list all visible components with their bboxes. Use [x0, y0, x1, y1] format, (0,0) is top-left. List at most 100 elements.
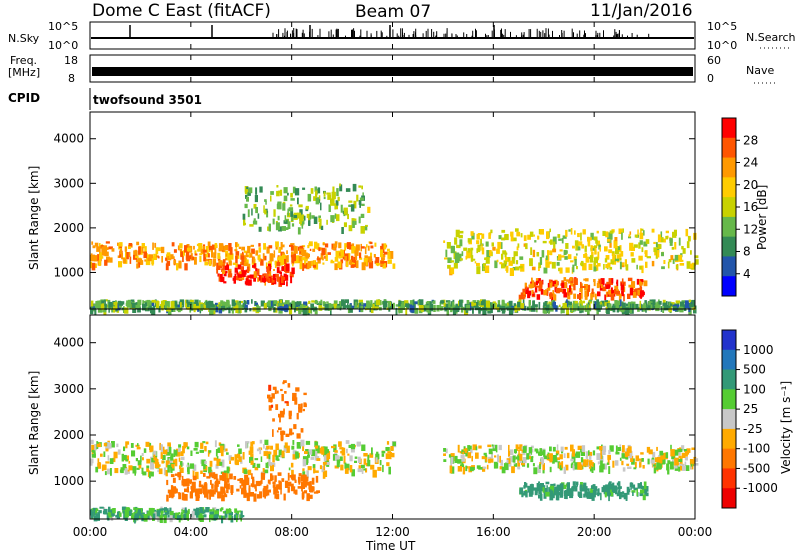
echo-cell [361, 302, 364, 305]
echo-cell [183, 494, 188, 501]
echo-cell [531, 289, 534, 294]
echo-cell [278, 247, 281, 253]
echo-cell [656, 446, 658, 451]
echo-cell [580, 450, 585, 456]
echo-cell [499, 455, 501, 463]
echo-cell [480, 301, 485, 306]
velocity-colorbar-tick-label: -500 [743, 461, 770, 475]
echo-cell [308, 449, 313, 453]
echo-cell [195, 451, 199, 454]
echo-cell [588, 488, 590, 492]
echo-cell [258, 226, 262, 232]
echo-cell [292, 263, 294, 267]
echo-cell [248, 187, 253, 194]
echo-cell [252, 462, 256, 468]
echo-cell [528, 488, 533, 497]
echo-cell [209, 511, 214, 515]
echo-cell [170, 301, 175, 309]
echo-cell [419, 299, 424, 305]
echo-cell [513, 254, 516, 260]
echo-cell [310, 188, 314, 194]
echo-cell [684, 300, 690, 309]
echo-cell [539, 448, 542, 456]
echo-cell [535, 280, 538, 285]
echo-cell [567, 280, 571, 284]
echo-cell [333, 243, 338, 248]
echo-cell [300, 220, 305, 225]
echo-cell [272, 484, 276, 488]
echo-cell [202, 487, 208, 495]
echo-cell [302, 468, 305, 472]
echo-cell [283, 187, 288, 194]
echo-cell [633, 487, 638, 491]
echo-cell [253, 204, 257, 209]
echo-cell [629, 306, 632, 314]
echo-cell [320, 202, 322, 211]
echo-cell [370, 245, 374, 249]
echo-cell [302, 408, 305, 412]
velocity-colorbar-swatch [722, 349, 736, 371]
y-tick-label: 4000 [53, 336, 84, 350]
echo-cell [644, 492, 649, 497]
echo-cell [638, 255, 643, 261]
echo-cell [170, 470, 173, 473]
echo-cell [382, 464, 384, 473]
echo-cell [392, 302, 395, 309]
freq-tick-bottom: 8 [68, 72, 75, 85]
echo-cell [295, 453, 299, 459]
echo-cell [262, 253, 265, 261]
echo-cell [354, 456, 358, 459]
echo-cell [576, 484, 578, 487]
echo-cell [274, 273, 279, 278]
echo-cell [655, 251, 658, 259]
echo-cell [682, 465, 686, 471]
echo-cell [142, 457, 144, 461]
echo-cell [671, 455, 676, 460]
echo-cell [374, 300, 377, 305]
echo-cell [266, 489, 271, 492]
echo-cell [445, 448, 448, 454]
echo-cell [388, 466, 391, 475]
echo-cell [168, 460, 170, 464]
echo-cell [348, 200, 353, 203]
echo-cell [343, 455, 346, 464]
echo-cell [462, 451, 465, 455]
echo-cell [190, 305, 195, 310]
echo-cell [285, 263, 290, 272]
echo-cell [531, 280, 535, 288]
echo-cell [90, 462, 93, 466]
echo-cell [321, 465, 325, 473]
echo-cell [529, 283, 533, 289]
echo-cell [539, 280, 543, 287]
echo-cell [657, 234, 661, 243]
echo-cell [629, 231, 632, 235]
echo-cell [137, 306, 141, 313]
echo-cell [172, 459, 177, 465]
echo-cell [163, 507, 167, 510]
echo-cell [249, 224, 254, 227]
echo-cell [104, 259, 108, 266]
echo-cell [582, 263, 587, 271]
echo-cell [644, 250, 648, 254]
echo-cell [202, 246, 206, 250]
echo-cell [334, 450, 338, 453]
echo-cell [225, 271, 228, 274]
echo-cell [612, 482, 615, 491]
echo-cell [161, 508, 165, 511]
echo-cell [204, 261, 209, 266]
echo-cell [298, 473, 302, 477]
echo-cell [105, 442, 110, 450]
echo-cell [242, 213, 246, 220]
echo-cell [264, 486, 267, 491]
echo-cell [367, 206, 371, 213]
echo-cell [601, 303, 604, 306]
echo-cell [235, 242, 238, 247]
echo-cell [142, 300, 144, 304]
echo-cell [288, 410, 292, 416]
echo-cell [476, 233, 480, 240]
echo-cell [517, 243, 520, 248]
echo-cell [509, 268, 514, 276]
echo-cell [405, 307, 408, 316]
echo-cell [145, 259, 151, 266]
echo-cell [309, 487, 313, 493]
